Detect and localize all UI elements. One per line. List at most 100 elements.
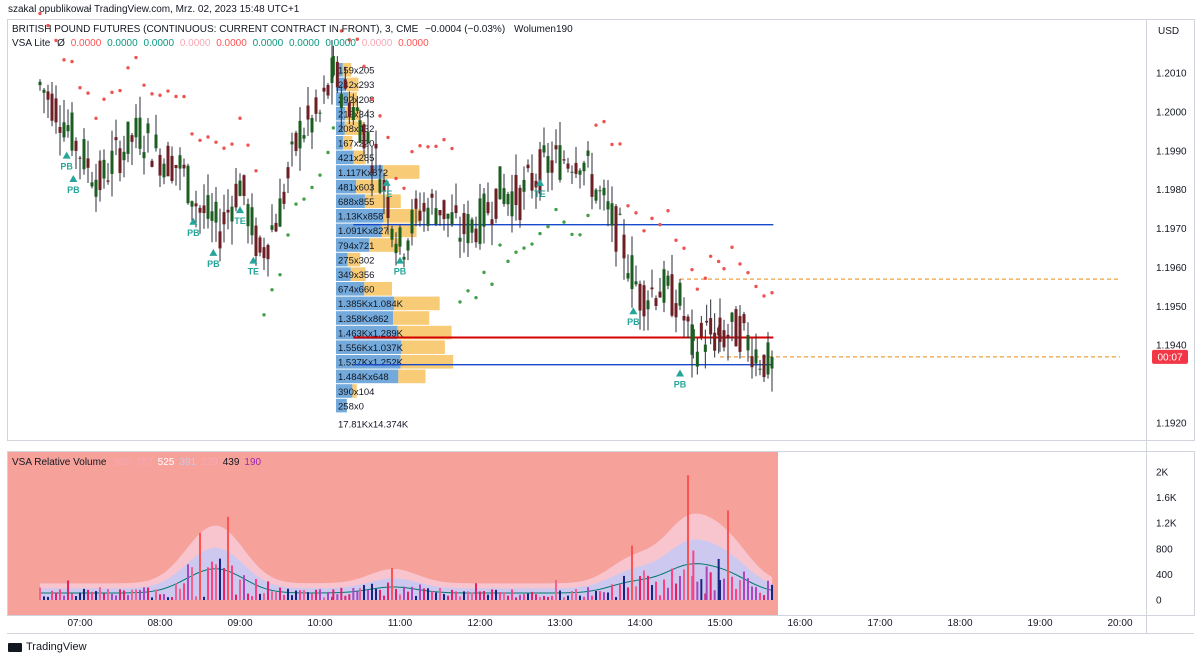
candle-body: [190, 201, 194, 207]
candle-body: [198, 207, 202, 213]
volume-bar: [327, 591, 329, 600]
volume-bar: [51, 590, 53, 600]
volume-bar: [239, 579, 241, 600]
trend-dot: [618, 142, 622, 146]
volume-bar: [95, 591, 97, 600]
volume-bar: [713, 590, 716, 600]
trend-dot: [634, 211, 638, 215]
candle-body: [514, 174, 518, 206]
candle-body: [298, 120, 302, 149]
candle-body: [506, 193, 510, 205]
candle-body: [274, 222, 278, 232]
volume-bar: [619, 584, 621, 600]
candle-body: [750, 356, 754, 368]
price-tick-label: 1.1960: [1156, 263, 1187, 274]
volume-bar: [743, 571, 745, 600]
profile-label: 292x208: [338, 95, 374, 106]
trend-dot: [278, 272, 282, 277]
trend-dot: [118, 88, 122, 93]
profile-bar-up: [336, 209, 384, 223]
candle-body: [762, 354, 766, 378]
candle-body: [70, 112, 74, 151]
volume-tick-label: 1.2K: [1156, 519, 1177, 530]
candle-body: [618, 213, 622, 215]
main-pane-border: [7, 19, 1195, 441]
volume-bar: [259, 593, 261, 600]
candle-body: [246, 204, 250, 227]
candle-body: [695, 351, 699, 367]
profile-bar-up: [336, 398, 347, 413]
indicator-name[interactable]: VSA Lite: [12, 38, 51, 49]
indicator-values: 0.0000 0.0000 0.0000 0.0000 0.0000 0.000…: [68, 38, 429, 49]
indicator-value: 0.0000: [104, 38, 138, 49]
subpanel-title[interactable]: VSA Relative Volume: [12, 457, 107, 468]
candle-body: [466, 213, 470, 244]
candle-body: [110, 150, 114, 174]
volume-bar: [267, 581, 269, 600]
candle-body: [442, 200, 446, 220]
trend-dot: [302, 197, 306, 201]
volume-bar: [531, 591, 533, 600]
indicator-value: 0.0000: [249, 38, 284, 49]
trend-dot: [722, 267, 726, 271]
volume-bar: [467, 591, 469, 600]
signal-label: PB: [674, 379, 687, 389]
volume-bar: [659, 595, 661, 600]
trend-dot: [762, 294, 766, 298]
profile-bar-up: [336, 296, 395, 311]
volume-bar: [579, 595, 581, 600]
candle-body: [738, 316, 742, 352]
candle-body: [602, 187, 606, 196]
trend-dot: [270, 288, 274, 292]
trend-dot: [538, 231, 542, 236]
volume-bar: [547, 596, 549, 600]
profile-bar-up: [336, 106, 346, 121]
volume-bar: [747, 578, 749, 600]
volume-bar: [735, 588, 737, 600]
volume-bar: [167, 597, 169, 600]
candle-body: [414, 198, 418, 209]
candle-body: [654, 298, 658, 307]
volume-bar: [47, 596, 49, 600]
candle-body: [206, 195, 210, 219]
trend-dot: [394, 176, 398, 181]
candle-body: [574, 162, 578, 174]
candle-body: [418, 210, 422, 221]
signal-label: TE: [381, 189, 393, 199]
profile-bar-up: [336, 63, 343, 77]
candle-body: [335, 61, 339, 88]
symbol-title[interactable]: BRITISH POUND FUTURES (CONTINUOUS: CURRE…: [12, 24, 419, 35]
volume-bar: [243, 575, 245, 600]
trend-dot: [450, 146, 454, 151]
volume-bar: [119, 589, 121, 600]
signal-label: PB: [394, 267, 407, 277]
candle-body: [434, 208, 438, 225]
candle-body: [322, 87, 326, 92]
candle-body: [502, 188, 506, 204]
volume-bar: [717, 558, 720, 600]
candle-body: [362, 124, 366, 149]
trend-dot: [642, 229, 646, 233]
candle-body: [686, 316, 690, 322]
time-tick-label: 09:00: [227, 618, 252, 629]
candle-body: [214, 201, 218, 223]
time-tick-label: 15:00: [707, 618, 732, 629]
candle-body: [754, 349, 758, 364]
symbol-line: BRITISH POUND FUTURES (CONTINUOUS: CURRE…: [12, 24, 573, 35]
volume-tick-label: 800: [1156, 544, 1173, 555]
candle-body: [494, 188, 498, 219]
candle-body: [358, 120, 362, 143]
trend-dot: [410, 149, 414, 154]
candle-body: [162, 163, 166, 178]
tradingview-logo[interactable]: TradingView: [8, 641, 87, 653]
profile-label: 481x603: [338, 182, 374, 193]
volume-bar: [387, 582, 389, 600]
profile-label: 421x285: [338, 153, 374, 164]
profile-label: 1.358Kx862: [338, 314, 389, 325]
trend-dot: [666, 209, 670, 213]
volume-bar: [283, 594, 285, 600]
candle-body: [402, 256, 406, 260]
profile-bar-up: [336, 136, 344, 150]
candle-body: [222, 212, 226, 225]
